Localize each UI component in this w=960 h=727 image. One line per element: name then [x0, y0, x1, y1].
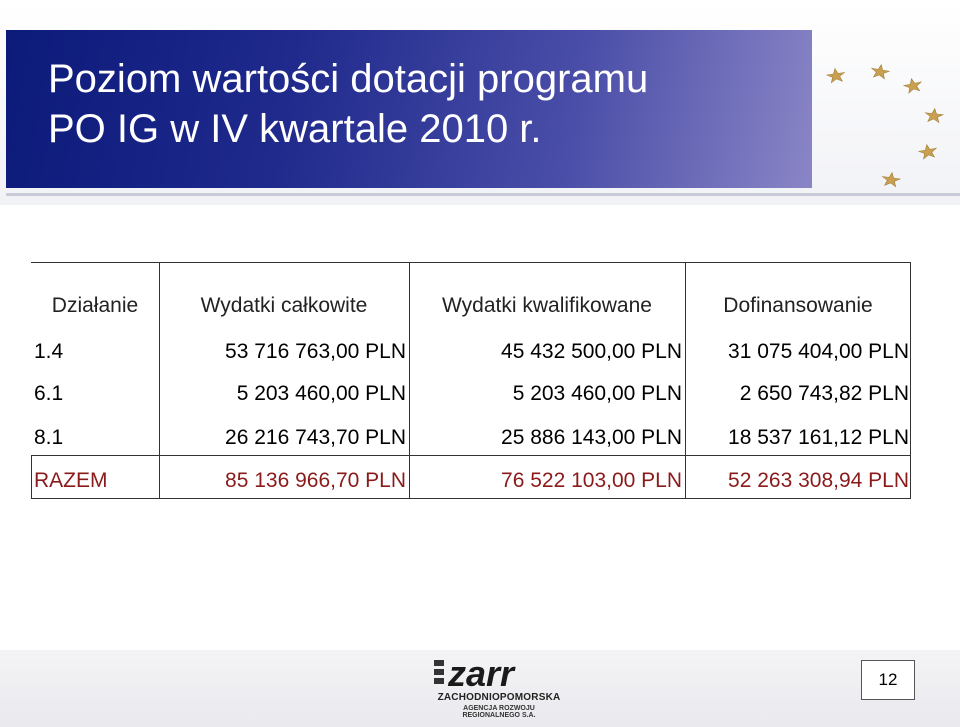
- title-band: [6, 30, 812, 188]
- table-divider-total: [31, 455, 911, 456]
- slide-title: Poziom wartości dotacji programu PO IG w…: [48, 54, 648, 154]
- table-border-right: [910, 262, 911, 499]
- table-row: 1.4 53 716 763,00 PLN 45 432 500,00 PLN …: [31, 332, 911, 372]
- table-header-row: Działanie Wydatki całkowite Wydatki kwal…: [31, 286, 911, 326]
- cell-wydatki-calkowite: 26 216 743,70 PLN: [225, 426, 406, 449]
- table-border-left: [31, 455, 32, 499]
- cell-razem-wydatki-calkowite: 85 136 966,70 PLN: [225, 469, 406, 492]
- slide-title-line2: PO IG w IV kwartale 2010 r.: [48, 107, 542, 151]
- cell-dzialanie: 6.1: [34, 382, 64, 405]
- cell-wydatki-calkowite: 5 203 460,00 PLN: [236, 382, 406, 405]
- cell-wydatki-kwalifikowane: 45 432 500,00 PLN: [501, 340, 682, 363]
- cell-dofinansowanie: 2 650 743,82 PLN: [739, 382, 909, 405]
- eu-stars-icon: [825, 62, 945, 188]
- cell-razem-label: RAZEM: [34, 469, 108, 492]
- logo-line2: AGENCJA ROZWOJU REGIONALNEGO S.A.: [462, 705, 536, 719]
- cell-wydatki-calkowite: 53 716 763,00 PLN: [225, 340, 406, 363]
- zarr-logo: zarr ZACHODNIOPOMORSKA AGENCJA ROZWOJU R…: [434, 656, 564, 719]
- cell-razem-dofinansowanie: 52 263 308,94 PLN: [728, 469, 909, 492]
- table-col-divider: [409, 262, 410, 499]
- cell-dzialanie: 8.1: [34, 426, 64, 449]
- table-row: 6.1 5 203 460,00 PLN 5 203 460,00 PLN 2 …: [31, 374, 911, 414]
- table-row: 8.1 26 216 743,70 PLN 25 886 143,00 PLN …: [31, 418, 911, 458]
- table-border-top: [31, 262, 911, 263]
- zarr-logo-mark: zarr: [434, 656, 516, 690]
- header-divider: [6, 193, 960, 196]
- slide-title-line1: Poziom wartości dotacji programu: [48, 57, 649, 101]
- logo-line1: ZACHODNIOPOMORSKA: [437, 692, 561, 703]
- header-wydatki-calkowite: Wydatki całkowite: [200, 294, 368, 317]
- table-col-divider: [159, 262, 160, 499]
- header-dzialanie: Działanie: [51, 294, 139, 317]
- footer-band: [0, 650, 960, 727]
- zarr-logo-text: zarr: [447, 656, 516, 690]
- page-number: 12: [861, 660, 915, 700]
- table-col-divider: [685, 262, 686, 499]
- header-wydatki-kwalifikowane: Wydatki kwalifikowane: [442, 294, 652, 317]
- cell-razem-wydatki-kwalifikowane: 76 522 103,00 PLN: [501, 469, 682, 492]
- funding-table: Działanie Wydatki całkowite Wydatki kwal…: [31, 262, 911, 499]
- cell-dofinansowanie: 18 537 161,12 PLN: [728, 426, 909, 449]
- table-border-bottom: [31, 498, 911, 499]
- cell-wydatki-kwalifikowane: 25 886 143,00 PLN: [501, 426, 682, 449]
- header-dofinansowanie: Dofinansowanie: [723, 294, 873, 317]
- cell-wydatki-kwalifikowane: 5 203 460,00 PLN: [512, 382, 682, 405]
- cell-dzialanie: 1.4: [34, 340, 64, 363]
- cell-dofinansowanie: 31 075 404,00 PLN: [728, 340, 909, 363]
- table-total-row: RAZEM 85 136 966,70 PLN 76 522 103,00 PL…: [31, 461, 911, 501]
